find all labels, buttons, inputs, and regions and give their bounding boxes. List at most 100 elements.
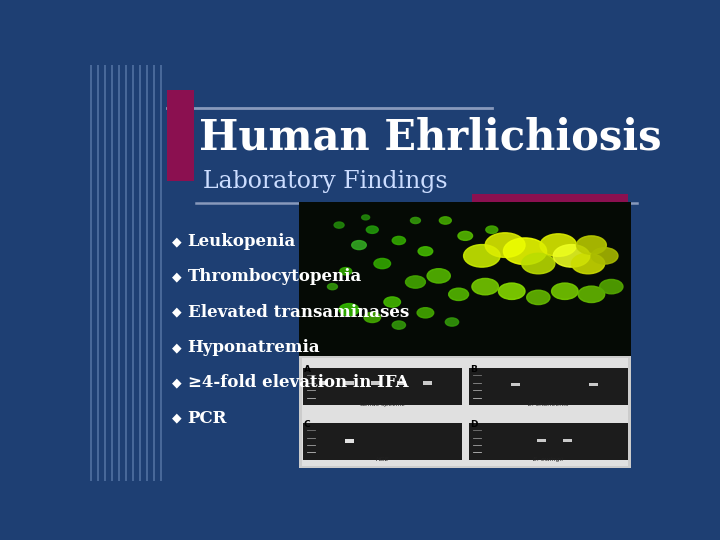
Bar [94, 65, 95, 481]
Text: ◆: ◆ [171, 306, 181, 319]
Ellipse shape [472, 279, 498, 295]
Bar [114, 65, 117, 481]
Text: Genus-specific: Genus-specific [359, 402, 405, 407]
Bar [537, 438, 546, 442]
Text: ◆: ◆ [171, 411, 181, 425]
Ellipse shape [458, 231, 472, 240]
Text: Human Ehrlichiosis: Human Ehrlichiosis [199, 117, 662, 159]
Bar [302, 358, 629, 466]
Ellipse shape [446, 318, 459, 326]
Text: PCR: PCR [188, 410, 227, 427]
Ellipse shape [449, 288, 469, 300]
Ellipse shape [578, 286, 605, 302]
Bar [300, 202, 631, 356]
Text: ≥4-fold elevation in IFA: ≥4-fold elevation in IFA [188, 374, 408, 392]
Bar [163, 65, 166, 481]
Ellipse shape [572, 253, 605, 274]
Ellipse shape [485, 233, 525, 258]
Bar [302, 368, 462, 405]
Ellipse shape [464, 245, 500, 267]
Ellipse shape [418, 247, 433, 256]
Bar [563, 438, 572, 442]
Bar [118, 65, 120, 481]
Bar [143, 65, 144, 481]
Text: E. chaffeenis: E. chaffeenis [528, 402, 569, 407]
Bar [97, 65, 99, 481]
Bar [150, 65, 151, 481]
Text: Laboratory Findings: Laboratory Findings [203, 170, 447, 193]
Ellipse shape [410, 218, 420, 224]
Bar [300, 356, 631, 468]
Ellipse shape [361, 215, 369, 220]
Ellipse shape [498, 283, 525, 300]
Bar [135, 65, 138, 481]
Ellipse shape [540, 234, 577, 256]
Ellipse shape [392, 321, 405, 329]
Ellipse shape [328, 284, 338, 289]
Bar [153, 65, 155, 481]
Ellipse shape [351, 241, 366, 249]
Bar [101, 65, 102, 481]
Ellipse shape [366, 226, 378, 233]
Bar [139, 65, 141, 481]
Ellipse shape [417, 308, 433, 318]
Ellipse shape [439, 217, 451, 224]
Bar [125, 65, 127, 481]
Ellipse shape [486, 226, 498, 233]
Bar [320, 381, 328, 384]
Ellipse shape [591, 248, 618, 264]
Text: HGE: HGE [375, 457, 389, 462]
Bar [423, 381, 432, 384]
Text: Leukopenia: Leukopenia [188, 233, 296, 250]
Ellipse shape [553, 245, 590, 267]
Ellipse shape [600, 279, 623, 294]
Ellipse shape [392, 237, 405, 245]
Text: A: A [304, 365, 311, 374]
Bar [104, 65, 106, 481]
Ellipse shape [526, 290, 550, 305]
Bar [122, 65, 123, 481]
Text: E. ewingii: E. ewingii [533, 457, 563, 462]
Text: Elevated transaminases: Elevated transaminases [188, 303, 409, 321]
Text: Hyponatremia: Hyponatremia [188, 339, 320, 356]
Text: ◆: ◆ [171, 376, 181, 389]
Ellipse shape [552, 283, 578, 300]
Bar [146, 65, 148, 481]
Ellipse shape [577, 236, 606, 254]
Ellipse shape [339, 303, 359, 316]
Ellipse shape [503, 238, 546, 265]
Ellipse shape [334, 222, 344, 228]
Bar [472, 194, 629, 210]
Bar [132, 65, 134, 481]
Text: D: D [469, 420, 477, 429]
Bar [160, 65, 162, 481]
Ellipse shape [374, 259, 390, 269]
Text: ◆: ◆ [171, 235, 181, 248]
Bar [469, 368, 628, 405]
Bar [111, 65, 113, 481]
Text: ◆: ◆ [171, 271, 181, 284]
Ellipse shape [384, 297, 400, 307]
Ellipse shape [405, 276, 426, 288]
Bar [107, 65, 109, 481]
Bar [511, 383, 520, 387]
Ellipse shape [364, 312, 381, 322]
Bar [90, 65, 92, 481]
Bar [346, 440, 354, 443]
Text: B: B [469, 365, 477, 374]
Bar [397, 381, 406, 384]
Text: Thrombocytopenia: Thrombocytopenia [188, 268, 362, 285]
Bar [469, 423, 628, 460]
Text: C: C [304, 420, 310, 429]
Ellipse shape [427, 269, 450, 283]
Bar [167, 90, 194, 181]
Bar [346, 381, 354, 384]
Bar [302, 423, 462, 460]
Text: ◆: ◆ [171, 341, 181, 354]
Ellipse shape [522, 253, 555, 274]
Ellipse shape [340, 267, 351, 275]
Bar [128, 65, 130, 481]
Bar [372, 381, 380, 384]
Bar [589, 383, 598, 387]
Bar [156, 65, 158, 481]
